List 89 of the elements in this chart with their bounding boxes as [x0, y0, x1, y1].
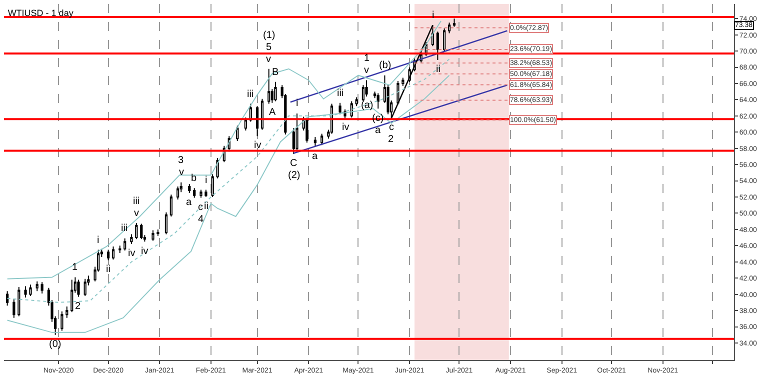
line-series: [6, 20, 442, 280]
annotation: iv: [342, 122, 350, 133]
annotation: c: [389, 122, 394, 133]
candlestick: [84, 278, 86, 296]
annotation: iii: [121, 223, 128, 234]
candlestick: [24, 286, 27, 298]
candlestick: [365, 80, 368, 97]
candlestick: [70, 279, 74, 313]
candlestick: [135, 222, 138, 240]
candlestick: [106, 249, 110, 261]
annotation: ii: [204, 201, 208, 212]
candlestick: [268, 68, 270, 104]
candlestick: [256, 106, 259, 137]
annotation: 5: [266, 42, 272, 53]
candlestick: [130, 234, 133, 245]
candlestick: [296, 112, 298, 150]
candlestick: [40, 282, 44, 294]
candlestick: [60, 310, 64, 332]
candlestick: [355, 96, 358, 107]
annotation: 4: [198, 214, 204, 225]
candlestick: [350, 100, 353, 118]
annotation: i: [97, 235, 100, 246]
annotation: (0): [49, 339, 62, 350]
annotation: a: [375, 125, 381, 136]
candlestick: [164, 212, 168, 235]
annotation: 3: [178, 155, 184, 166]
annotation: iv: [254, 140, 262, 151]
candlestick: [448, 22, 451, 34]
candlestick: [436, 31, 440, 60]
annotation: v: [364, 65, 369, 76]
annotation: i: [296, 98, 298, 109]
candlestick: [29, 284, 32, 296]
candlestick: [156, 228, 160, 236]
annotation: 1: [72, 262, 78, 273]
annotation: v: [179, 167, 184, 178]
annotation: iii: [337, 88, 344, 99]
annotation: ii: [436, 64, 440, 75]
candlestick: [170, 194, 172, 217]
candlestick: [18, 286, 20, 317]
annotation: ii: [106, 264, 110, 275]
candlestick: [36, 280, 38, 292]
candlestick: [376, 92, 380, 110]
candlestick: [6, 290, 9, 306]
annotation: 2: [75, 301, 81, 312]
candlestick: [77, 279, 80, 298]
candlestick: [244, 117, 247, 132]
annotation: c: [198, 202, 203, 213]
annotation: (a): [361, 100, 374, 111]
candlestick: [260, 98, 264, 130]
candlestick: [140, 223, 143, 240]
candlestick: [124, 238, 126, 252]
annotation: 1: [364, 53, 370, 64]
candlestick: [320, 133, 324, 146]
annotation: a: [312, 151, 318, 162]
annotation: i: [205, 175, 208, 186]
annotation: (1): [263, 30, 276, 41]
candlestick: [274, 81, 277, 102]
candlestick: [200, 189, 202, 198]
annotation: 2: [388, 134, 394, 145]
candlestick: [193, 188, 196, 198]
annotation: iii: [247, 89, 254, 100]
annotation: v: [266, 54, 271, 65]
chart-title: WTIUSD - 1 day: [8, 8, 74, 18]
candlestick: [452, 18, 456, 28]
candlestick: [176, 186, 180, 200]
candlestick: [12, 298, 16, 318]
annotation: iii: [133, 196, 140, 207]
candlestick: [66, 306, 68, 318]
annotation: iv: [128, 248, 136, 259]
candlestick: [118, 245, 122, 254]
annotation: iv: [141, 246, 148, 257]
candlestick: [211, 174, 214, 198]
annotation: b: [191, 173, 197, 184]
candlestick: [443, 28, 446, 52]
annotation: A: [269, 107, 276, 118]
annotation: (b): [379, 60, 392, 71]
annotation: a: [186, 197, 192, 208]
candlestick: [112, 246, 115, 260]
candlestick: [152, 230, 154, 242]
candlestick: [188, 184, 191, 194]
annotation: B: [272, 67, 279, 78]
annotation: (2): [288, 170, 300, 181]
candlestick: [204, 189, 208, 198]
annotation: v: [134, 208, 139, 219]
candlestick: [314, 136, 317, 148]
annotation: C: [290, 158, 298, 169]
candlestick: [402, 77, 404, 86]
annotation: i: [432, 10, 434, 21]
candlestick: [338, 102, 342, 115]
